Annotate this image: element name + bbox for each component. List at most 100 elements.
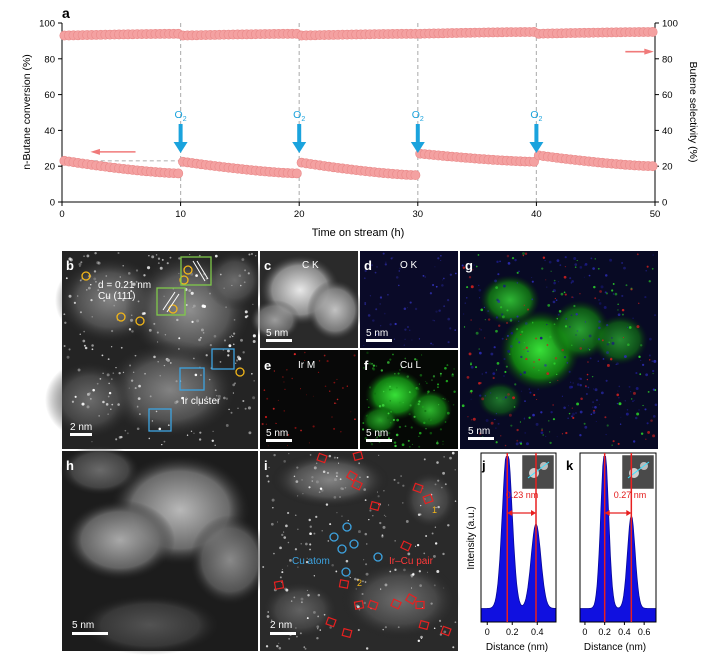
speckle bbox=[333, 381, 336, 384]
speckle bbox=[611, 341, 615, 345]
speckle bbox=[591, 375, 594, 378]
ir-cu-pair-box bbox=[404, 593, 418, 605]
x-tick-label: 0 bbox=[485, 627, 490, 637]
speckle bbox=[565, 317, 568, 320]
data-point bbox=[173, 168, 184, 179]
speckle bbox=[500, 306, 503, 309]
scale-bar-label: 5 nm bbox=[266, 428, 288, 439]
speckle bbox=[569, 326, 571, 328]
speckle bbox=[609, 258, 613, 262]
cu-atom-marker bbox=[135, 316, 145, 326]
speckle bbox=[95, 281, 97, 283]
speckle bbox=[405, 264, 407, 266]
speckle bbox=[326, 471, 330, 474]
speckle bbox=[387, 416, 390, 420]
speckle bbox=[407, 552, 411, 556]
panel-h-label: h bbox=[66, 458, 74, 473]
y-tick-label-right: 100 bbox=[662, 19, 678, 30]
speckle bbox=[561, 433, 564, 435]
speckle bbox=[549, 381, 551, 384]
speckle bbox=[329, 626, 332, 629]
speckle bbox=[502, 284, 506, 288]
speckle bbox=[478, 382, 481, 385]
speckle bbox=[579, 377, 583, 381]
speckle bbox=[91, 348, 94, 351]
speckle bbox=[536, 398, 538, 401]
speckle bbox=[654, 403, 658, 407]
speckle bbox=[635, 372, 638, 375]
speckle bbox=[507, 261, 511, 265]
speckle bbox=[108, 391, 112, 395]
speckle bbox=[651, 360, 653, 362]
speckle bbox=[265, 645, 269, 648]
speckle bbox=[366, 399, 368, 401]
speckle bbox=[449, 327, 452, 330]
speckle bbox=[431, 532, 434, 535]
cu-lattice-box bbox=[180, 256, 212, 286]
speckle bbox=[211, 439, 215, 443]
speckle bbox=[323, 354, 326, 357]
speckle bbox=[175, 400, 179, 403]
speckle bbox=[419, 584, 422, 587]
speckle bbox=[544, 364, 547, 367]
speckle bbox=[336, 475, 338, 477]
speckle bbox=[472, 269, 474, 271]
speckle bbox=[345, 559, 349, 563]
ir-cu-pair-box bbox=[345, 470, 359, 482]
speckle bbox=[129, 318, 134, 322]
speckle bbox=[349, 576, 351, 579]
speckle bbox=[533, 393, 536, 397]
spacing-arrowhead bbox=[507, 510, 513, 516]
speckle bbox=[329, 523, 332, 526]
scale-bar-label: 5 nm bbox=[72, 620, 94, 631]
speckle bbox=[627, 343, 630, 346]
speckle bbox=[307, 593, 310, 597]
speckle bbox=[454, 468, 457, 471]
speckle bbox=[530, 345, 532, 347]
speckle bbox=[295, 627, 297, 629]
speckle bbox=[411, 576, 413, 579]
speckle bbox=[549, 441, 552, 445]
cu-atom-marker bbox=[116, 312, 126, 322]
speckle bbox=[475, 331, 479, 335]
speckle bbox=[279, 576, 282, 579]
speckle bbox=[364, 532, 368, 536]
speckle bbox=[272, 407, 275, 410]
speckle bbox=[271, 619, 273, 621]
speckle bbox=[346, 385, 348, 387]
speckle bbox=[600, 391, 604, 395]
speckle bbox=[132, 371, 135, 373]
speckle bbox=[646, 422, 649, 425]
speckle bbox=[300, 597, 304, 601]
o2-subscript: 2 bbox=[420, 116, 424, 123]
speckle bbox=[233, 332, 236, 335]
o2-label: O2 bbox=[293, 109, 305, 123]
speckle bbox=[146, 266, 151, 270]
panel-c-ck-map: c C K 5 nm bbox=[250, 251, 363, 348]
speckle bbox=[363, 601, 367, 605]
speckle bbox=[329, 390, 331, 392]
speckle bbox=[594, 388, 598, 392]
speckle bbox=[281, 571, 284, 574]
speckle bbox=[244, 269, 247, 272]
speckle bbox=[553, 279, 556, 282]
speckle bbox=[557, 280, 560, 283]
speckle bbox=[208, 378, 211, 381]
ir-cu-pair-box bbox=[422, 493, 434, 505]
speckle bbox=[481, 373, 483, 375]
speckle bbox=[166, 262, 169, 265]
spacing-arrowhead bbox=[531, 510, 536, 516]
speckle bbox=[368, 406, 370, 409]
speckle bbox=[397, 481, 400, 485]
ir-cu-pair-box bbox=[400, 540, 412, 552]
speckle bbox=[586, 373, 589, 376]
speckle bbox=[415, 359, 419, 362]
speckle bbox=[248, 253, 251, 256]
speckle bbox=[535, 337, 537, 340]
speckle bbox=[576, 330, 579, 332]
speckle bbox=[130, 314, 133, 317]
speckle bbox=[283, 410, 286, 412]
speckle bbox=[497, 422, 500, 425]
speckle bbox=[252, 303, 254, 306]
speckle bbox=[359, 476, 361, 479]
